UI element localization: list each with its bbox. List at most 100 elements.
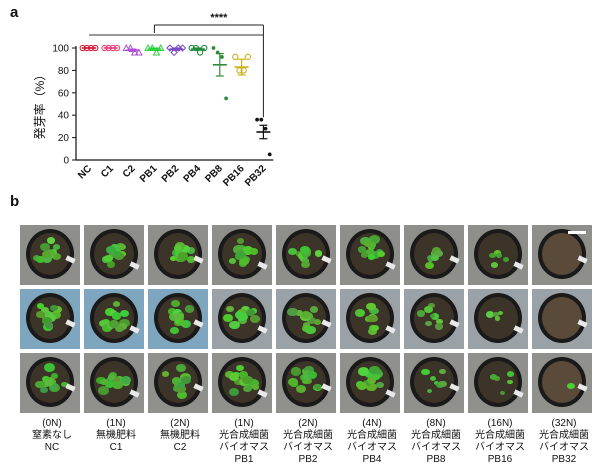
plant-pot-photo bbox=[468, 353, 528, 413]
caption-line2: バイオマス bbox=[539, 442, 589, 453]
plant-photo-grid bbox=[20, 225, 592, 415]
seedling-leaf bbox=[246, 309, 256, 317]
seedling-leaf bbox=[496, 252, 503, 258]
plant-pot-photo bbox=[340, 353, 400, 413]
seedling-leaf bbox=[243, 385, 253, 393]
seedling-leaf bbox=[434, 249, 444, 257]
caption-dose: (8N) bbox=[426, 418, 446, 429]
caption-line2: バイオマス bbox=[411, 442, 461, 453]
seedling-leaf bbox=[41, 251, 51, 259]
seedling-leaf bbox=[50, 311, 61, 320]
seedling-leaf bbox=[299, 246, 310, 255]
seedling-leaf bbox=[36, 303, 45, 310]
caption-name: PB16 bbox=[487, 454, 513, 465]
seedling-leaf bbox=[365, 371, 374, 379]
caption-line2: バイオマス bbox=[219, 442, 269, 453]
data-point bbox=[259, 117, 264, 122]
treatment-caption: (16N) 光合成細菌 バイオマス PB16 bbox=[468, 418, 532, 466]
seedling-leaf bbox=[177, 391, 188, 400]
seedling-leaf bbox=[295, 384, 306, 393]
plant-pot-photo bbox=[276, 289, 336, 349]
seedling-leaf bbox=[114, 252, 124, 260]
caption-line1: 光合成細菌 bbox=[539, 430, 589, 441]
data-point bbox=[211, 46, 216, 50]
seedling-leaf bbox=[307, 370, 317, 379]
y-tick-label: 80 bbox=[58, 66, 70, 77]
seedling-leaf bbox=[35, 311, 45, 319]
seedling-leaf bbox=[34, 380, 45, 389]
seedling-leaf bbox=[41, 306, 50, 314]
seedling-leaf bbox=[222, 313, 233, 322]
seedling-leaf bbox=[112, 380, 123, 389]
pot-soil bbox=[542, 361, 582, 403]
plant-pot-photo bbox=[212, 353, 272, 413]
seedling-leaf bbox=[358, 367, 369, 376]
seedling-leaf bbox=[236, 237, 245, 244]
seedling-leaf bbox=[105, 377, 115, 385]
seedling-leaf bbox=[99, 319, 109, 327]
seedling-leaf bbox=[185, 305, 195, 313]
seedling-leaf bbox=[45, 378, 55, 386]
plant-pot-photo bbox=[20, 225, 80, 285]
seedling-leaf bbox=[288, 248, 298, 256]
seedling-leaf bbox=[431, 313, 440, 320]
caption-dose: (0N) bbox=[42, 418, 62, 429]
seedling-leaf bbox=[499, 391, 505, 396]
seedling-leaf bbox=[52, 244, 61, 251]
seedling-leaf bbox=[120, 375, 132, 385]
treatment-caption: (1N) 無機肥料 C1 bbox=[84, 418, 148, 454]
seedling-leaf bbox=[430, 314, 436, 319]
seedling-leaf bbox=[239, 257, 249, 266]
seedling-leaf bbox=[506, 371, 515, 378]
seedling-leaf bbox=[290, 367, 302, 376]
seedling-leaf bbox=[173, 245, 182, 252]
seedling-leaf bbox=[368, 365, 380, 375]
seedling-leaf bbox=[103, 255, 113, 263]
y-tick-label: 60 bbox=[58, 88, 70, 99]
x-tick-label: PB4 bbox=[182, 163, 204, 185]
seedling-leaf bbox=[106, 245, 117, 254]
seedling-leaf bbox=[51, 252, 62, 261]
data-point bbox=[263, 126, 268, 131]
data-point bbox=[267, 152, 272, 157]
treatment-caption: (1N) 光合成細菌 バイオマス PB1 bbox=[212, 418, 276, 466]
caption-name: NC bbox=[44, 442, 60, 453]
y-tick-label: 40 bbox=[58, 111, 70, 122]
treatment-caption: (0N) 窒素なし NC bbox=[20, 418, 84, 454]
seedling-leaf bbox=[112, 251, 121, 258]
plant-pot-photo bbox=[340, 225, 400, 285]
data-point bbox=[188, 44, 195, 52]
plant-pot-photo bbox=[468, 225, 528, 285]
seedling-leaf bbox=[177, 382, 185, 389]
caption-dose: (16N) bbox=[487, 418, 513, 429]
data-point bbox=[144, 43, 152, 51]
plant-pot-photo bbox=[276, 353, 336, 413]
data-point bbox=[244, 53, 252, 61]
seedling-leaf bbox=[357, 246, 366, 253]
y-tick-label: 0 bbox=[63, 156, 69, 167]
seedling-leaf bbox=[368, 235, 380, 244]
seedling-leaf bbox=[225, 305, 234, 313]
seedling-leaf bbox=[229, 388, 240, 397]
data-point bbox=[130, 48, 139, 56]
x-tick-label: C1 bbox=[99, 163, 116, 180]
seedling-leaf bbox=[236, 364, 244, 371]
seedling-leaf bbox=[502, 257, 510, 263]
seedling-leaf bbox=[47, 237, 56, 244]
x-tick-label: PB2 bbox=[160, 163, 182, 185]
seedling-leaf bbox=[53, 305, 62, 313]
seedling-leaf bbox=[421, 368, 430, 376]
seedling-leaf bbox=[371, 324, 379, 331]
seedling-leaf bbox=[98, 385, 109, 395]
seedling-leaf bbox=[109, 319, 119, 328]
y-tick-label: 100 bbox=[52, 44, 69, 55]
seedling-leaf bbox=[118, 244, 126, 251]
data-point bbox=[255, 117, 259, 122]
seedling-leaf bbox=[436, 318, 444, 325]
plant-pot-photo bbox=[532, 353, 592, 413]
scale-bar bbox=[568, 231, 586, 234]
x-tick-label: C2 bbox=[121, 163, 138, 180]
panel-b-label: b bbox=[10, 193, 20, 210]
seedling-leaf bbox=[249, 248, 259, 255]
treatment-caption: (2N) 無機肥料 C2 bbox=[148, 418, 212, 454]
